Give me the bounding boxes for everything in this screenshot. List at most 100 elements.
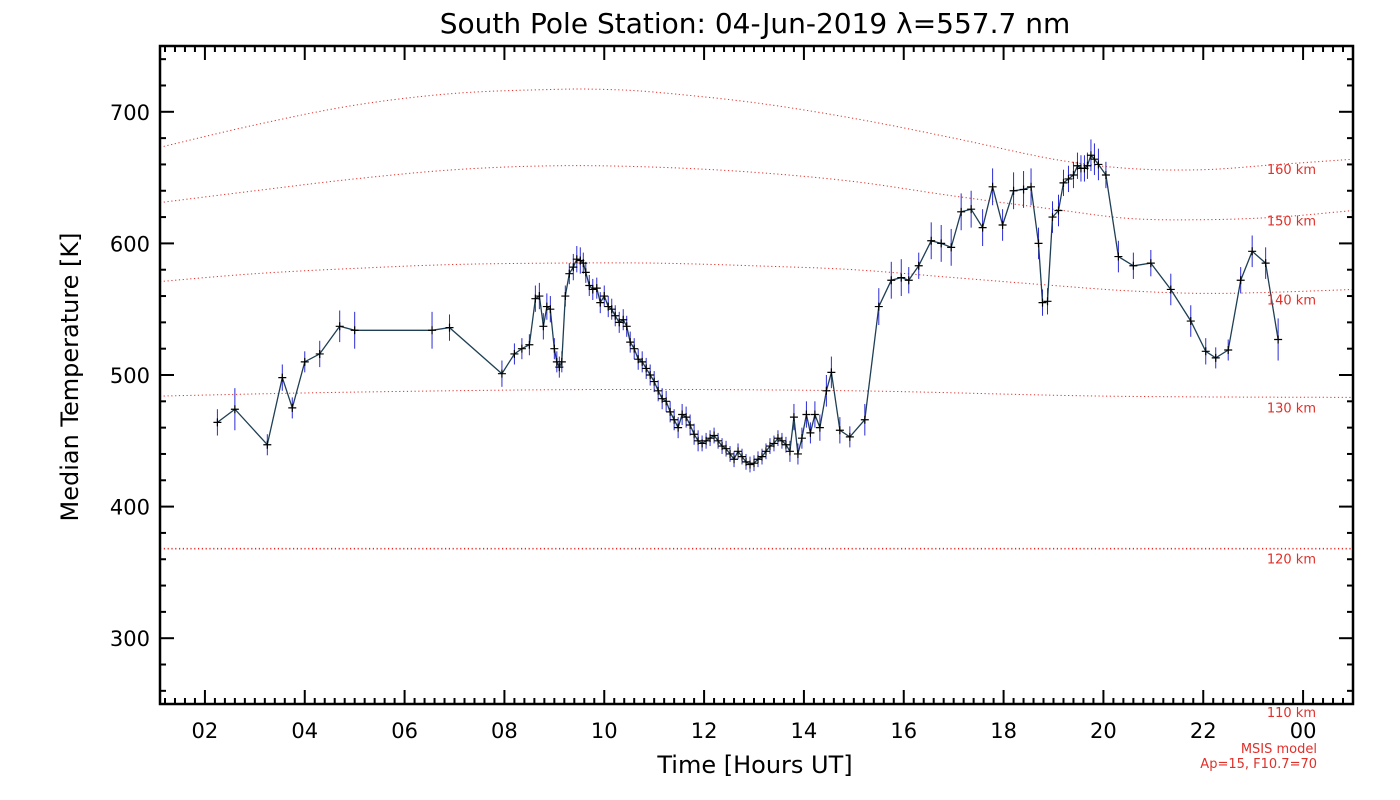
data-point: [263, 440, 272, 449]
model-curve-label-120km: 120 km: [1267, 553, 1316, 568]
model-curve-label-160km: 160 km: [1267, 163, 1316, 178]
data-point: [213, 418, 222, 427]
data-point: [569, 263, 578, 272]
data-point: [1094, 160, 1103, 169]
data-point: [1019, 185, 1028, 194]
data-point: [1090, 155, 1099, 164]
data-point: [1054, 206, 1063, 215]
data-point: [815, 423, 824, 432]
data-point: [1236, 276, 1245, 285]
x-tick-label: 12: [691, 719, 718, 743]
data-point: [662, 397, 671, 406]
data-point: [734, 447, 743, 456]
data-point: [874, 302, 883, 311]
data-point: [967, 205, 976, 214]
data-point: [622, 322, 631, 331]
data-point: [278, 373, 287, 382]
data-point: [581, 268, 590, 277]
data-point: [1038, 298, 1047, 307]
data-point: [1043, 297, 1052, 306]
x-tick-label: 18: [990, 719, 1017, 743]
model-curve-140km: [160, 262, 1353, 294]
y-tick-label: 700: [110, 101, 150, 125]
data-point: [887, 276, 896, 285]
data-point: [1114, 252, 1123, 261]
model-curve-label-140km: 140 km: [1267, 293, 1316, 308]
data-point: [957, 207, 966, 216]
data-point: [579, 259, 588, 268]
data-point: [822, 386, 831, 395]
plot-area: 02 04 06 08 10 12 14 16 18 20 22 00 300 400 500 600 700 1…: [110, 44, 1355, 743]
data-point: [650, 377, 659, 386]
data-point: [445, 323, 454, 332]
model-curve-130km: [160, 388, 1353, 398]
y-tick-label: 600: [110, 232, 150, 256]
data-point: [730, 455, 739, 464]
x-tick-label: 08: [491, 719, 518, 743]
data-point: [626, 338, 635, 347]
x-tick-label: 16: [890, 719, 917, 743]
model-curves-group: [160, 88, 1353, 550]
data-point: [937, 239, 946, 248]
data-point: [1034, 239, 1043, 248]
data-point: [611, 311, 620, 320]
data-point: [746, 460, 755, 469]
data-point: [539, 322, 548, 331]
data-point: [777, 436, 786, 445]
data-point: [596, 298, 605, 307]
data-point: [947, 243, 956, 252]
data-point: [607, 305, 616, 314]
data-point: [1009, 186, 1018, 195]
data-point: [710, 431, 719, 440]
data-point: [1261, 259, 1270, 268]
y-tick-label: 300: [110, 627, 150, 651]
data-point: [585, 281, 594, 290]
data-point: [793, 449, 802, 458]
data-point: [714, 436, 723, 445]
data-point: [1211, 353, 1220, 362]
data-point: [642, 364, 651, 373]
x-axis-label: Time [Hours UT]: [656, 751, 852, 779]
data-point: [988, 182, 997, 191]
data-point: [565, 269, 574, 278]
data-point: [561, 292, 570, 301]
data-point: [646, 371, 655, 379]
model-annotation-line-1: MSIS model: [1241, 742, 1317, 757]
data-point: [1086, 151, 1095, 160]
x-tick-label: 10: [591, 719, 618, 743]
data-point: [827, 368, 836, 377]
x-tick-label: 04: [291, 719, 318, 743]
data-point: [914, 261, 923, 270]
data-point: [230, 405, 239, 414]
data-point: [619, 315, 628, 324]
data-point: [315, 349, 324, 358]
data-point: [1129, 261, 1138, 270]
data-point: [802, 410, 811, 419]
model-curve-150km: [160, 165, 1353, 221]
x-tick-label: 00: [1290, 719, 1317, 743]
data-point: [510, 349, 519, 358]
data-point: [738, 452, 747, 461]
data-point: [810, 410, 819, 419]
data-point: [428, 326, 437, 335]
data-point: [546, 305, 555, 314]
data-point: [845, 432, 854, 441]
data-point: [535, 292, 544, 301]
y-tick-label: 500: [110, 364, 150, 388]
data-point: [1083, 161, 1092, 170]
x-tick-label: 20: [1090, 719, 1117, 743]
data-point: [686, 421, 695, 430]
data-point: [690, 430, 699, 439]
data-point: [674, 423, 683, 432]
data-point: [557, 357, 566, 366]
data-point: [1248, 247, 1257, 256]
axes-group: 02 04 06 08 10 12 14 16 18 20 22 00 300 400 500 600 700: [110, 44, 1355, 743]
data-point: [592, 284, 601, 293]
data-point: [785, 447, 794, 456]
data-point: [761, 447, 770, 456]
data-point: [572, 255, 581, 264]
data-point: [497, 369, 506, 378]
data-point: [726, 449, 735, 458]
data-point: [550, 344, 559, 353]
